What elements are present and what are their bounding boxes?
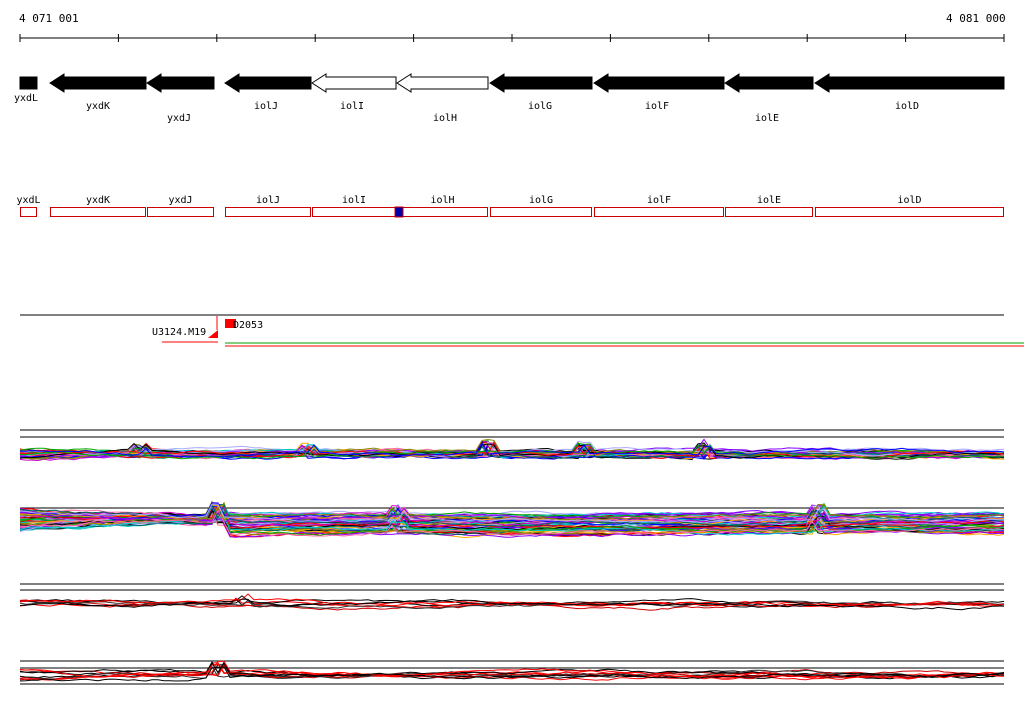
profile-panel-2	[19, 500, 1005, 539]
gene-label-yxdk: yxdK	[86, 101, 110, 112]
gene-arrow-iolj[interactable]	[224, 73, 312, 93]
feature-right-marker[interactable]	[225, 319, 236, 328]
gene-box-iolf[interactable]	[594, 207, 724, 217]
gene-box-iold[interactable]	[815, 207, 1004, 217]
gene-arrow-iolg[interactable]	[489, 73, 593, 93]
gene-box-yxdl[interactable]	[20, 207, 37, 217]
gene-label-ioli: iolI	[340, 101, 364, 112]
gene-box-label-yxdk: yxdK	[86, 195, 110, 206]
feature-label-left: U3124.M19	[152, 327, 206, 338]
gene-label-iolg: iolG	[528, 101, 552, 112]
gene-arrow-yxdk[interactable]	[49, 73, 147, 93]
expression-profiles	[19, 429, 1005, 685]
gene-arrow-yxdl[interactable]	[19, 76, 38, 90]
profile-panel-4	[19, 660, 1005, 685]
gene-box-label-yxdj: yxdJ	[168, 195, 192, 206]
gene-arrow-iolh[interactable]	[396, 73, 489, 93]
gene-box-iolj[interactable]	[225, 207, 311, 217]
gene-arrows-track[interactable]: yxdL yxdK yxdJ iolJ iolI iolH iolG iolF iolE iolD	[14, 73, 1005, 124]
gene-box-label-iole: iolE	[757, 195, 781, 206]
features-track[interactable]: U3124.M19 D2053	[20, 314, 1024, 347]
gene-boxes-track[interactable]: yxdL yxdK yxdJ iolJ iolI iolH iolG iolF iolE iolD	[16, 195, 1004, 218]
gene-box-yxdk[interactable]	[50, 207, 146, 217]
gene-arrow-yxdj[interactable]	[146, 73, 215, 93]
gene-box-ioli[interactable]	[312, 207, 396, 217]
profile-panel-1	[19, 429, 1005, 462]
gene-box-label-iolh: iolH	[430, 195, 454, 206]
gene-label-iold: iolD	[895, 101, 919, 112]
gene-box-label-yxdl: yxdL	[16, 195, 40, 206]
position-ruler	[19, 34, 1005, 42]
gene-box-label-iolj: iolJ	[256, 195, 280, 206]
ruler-start-coordinate: 4 071 001	[19, 12, 79, 25]
gene-arrow-iole[interactable]	[724, 73, 814, 93]
gene-label-iolj: iolJ	[254, 101, 278, 112]
gene-label-iole: iolE	[755, 113, 779, 124]
gene-box-label-iolf: iolF	[647, 195, 671, 206]
gene-arrow-iold[interactable]	[814, 73, 1005, 93]
ruler-end-coordinate: 4 081 000	[946, 12, 1006, 25]
profile-panel-3	[19, 583, 1005, 611]
gene-box-label-iolg: iolG	[529, 195, 553, 206]
gene-box-yxdj[interactable]	[147, 207, 214, 217]
probe-marker[interactable]	[394, 206, 404, 218]
gene-label-yxdl: yxdL	[14, 93, 38, 104]
gene-box-iolh[interactable]	[397, 207, 488, 217]
feature-label-right: D2053	[233, 320, 263, 331]
gene-label-iolh: iolH	[433, 113, 457, 124]
feature-left-marker[interactable]	[208, 330, 218, 338]
gene-label-iolf: iolF	[645, 101, 669, 112]
gene-arrow-ioli[interactable]	[311, 73, 397, 93]
gene-arrow-iolf[interactable]	[593, 73, 725, 93]
gene-label-yxdj: yxdJ	[167, 113, 191, 124]
gene-box-iolg[interactable]	[490, 207, 592, 217]
gene-box-label-ioli: iolI	[342, 195, 366, 206]
gene-box-iole[interactable]	[725, 207, 813, 217]
gene-box-label-iold: iolD	[897, 195, 921, 206]
